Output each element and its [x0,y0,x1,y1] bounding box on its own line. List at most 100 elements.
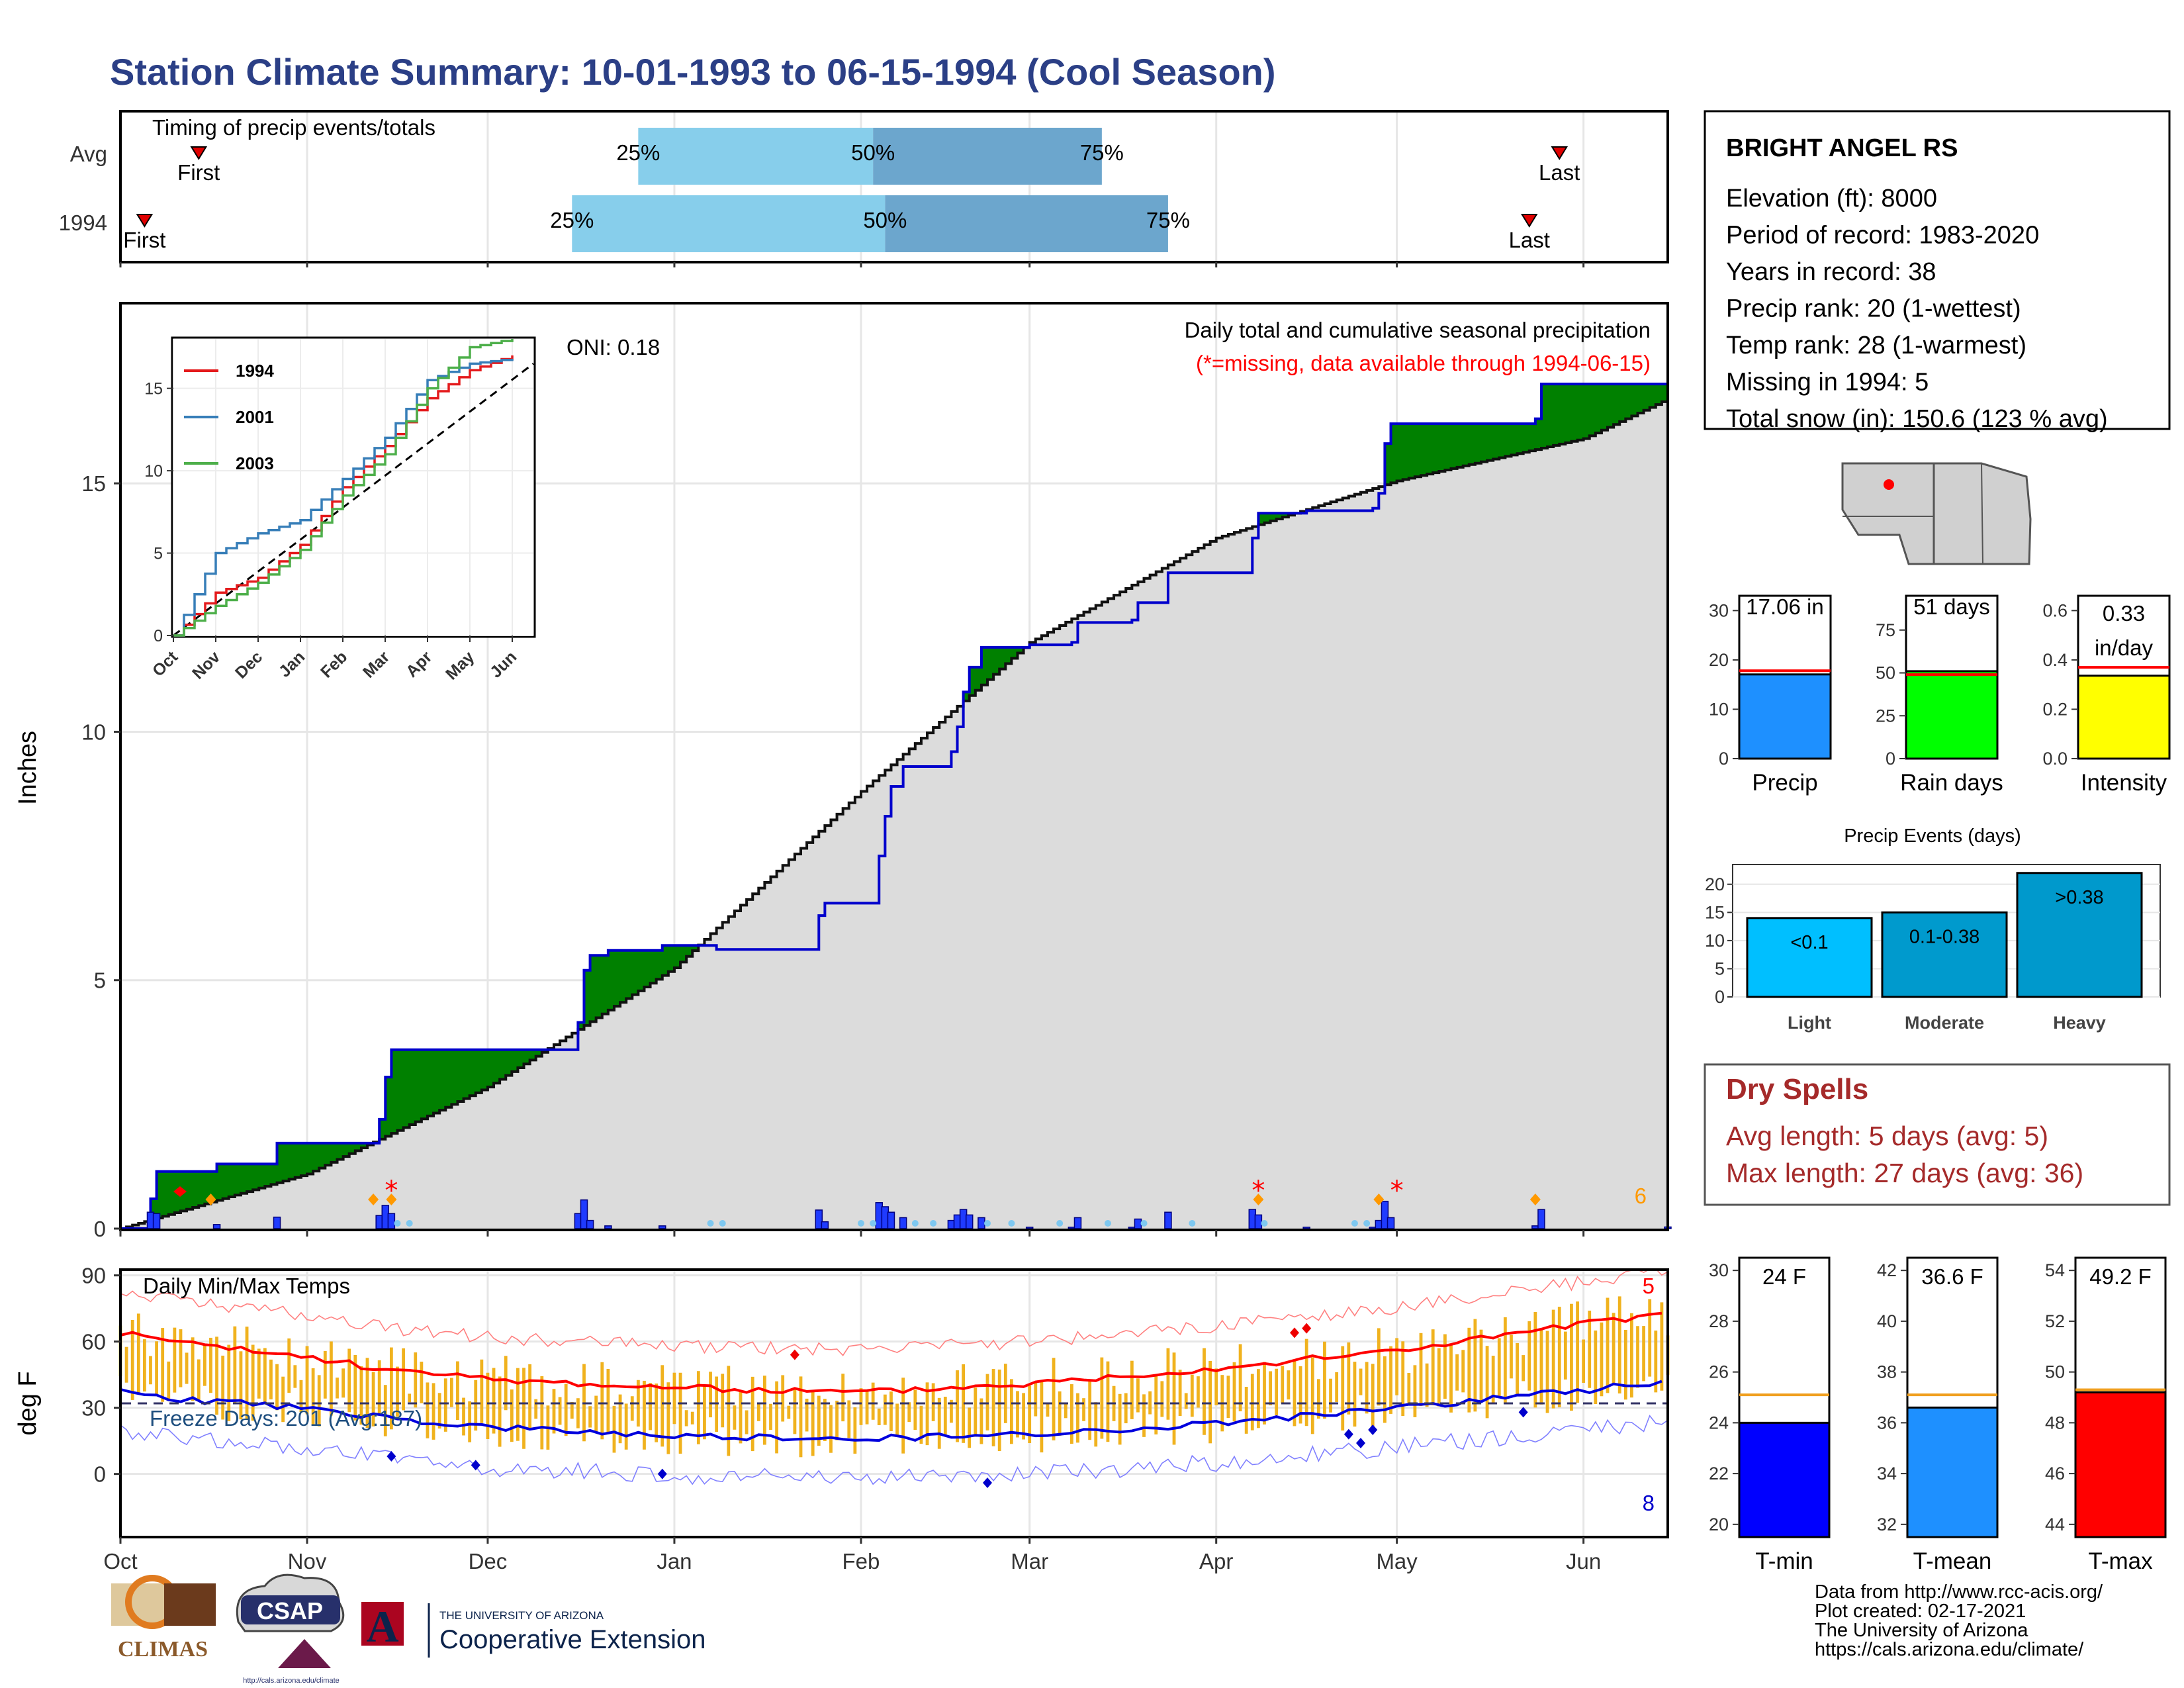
daily-temp-bar [1557,1307,1561,1408]
daily-precip-bar [387,1213,396,1229]
daily-temp-bar [1166,1348,1170,1420]
precip-anomaly-fill [1439,424,1446,472]
footer-credits: Data from http://www.rcc-acis.org/Plot c… [1815,1581,2103,1660]
station-info-line: Precip rank: 20 (1-wettest) [1726,295,2021,323]
precip-anomaly-fill [1655,384,1662,405]
summary-bar-label: Precip [1752,770,1817,796]
precip-anomaly-fill [1270,513,1277,521]
precip-anomaly-fill [397,1049,404,1131]
daily-temp-bar [323,1350,327,1399]
daily-temp-bar [1437,1348,1441,1407]
daily-temp-bar [299,1380,303,1413]
inset-xtick-label: Apr [402,647,435,680]
precip-anomaly-fill [162,1171,169,1217]
daily-temp-bar [443,1378,447,1432]
temp-data [118,1268,1670,1488]
precip-ytick-label: 15 [81,471,106,496]
record-low-marker [471,1460,480,1471]
daily-temp-bar [1389,1346,1392,1414]
precip-anomaly-fill [506,1049,513,1076]
precip-anomaly-fill [325,1143,332,1166]
daily-precip-bar [1164,1211,1172,1229]
snow-event-marker [1373,1194,1385,1205]
daily-temp-bar [1443,1334,1447,1399]
daily-temp-bar [811,1389,815,1456]
daily-temp-bar [1244,1387,1248,1434]
temp-bar-ytick-label: 22 [1709,1464,1729,1483]
daily-temp-bar [649,1383,652,1430]
daily-temp-bar [991,1369,995,1446]
summary-ytick-label: 75 [1876,620,1895,640]
inset-xtick-label: Feb [317,647,351,681]
daily-temp-bar [871,1382,875,1420]
daily-precip-bar [899,1217,907,1229]
precip-anomaly-fill [343,1143,350,1157]
daily-temp-bar [660,1365,664,1447]
snow-event-marker [368,1194,379,1205]
precip-anomaly-fill [1469,424,1476,465]
record-high-marker [790,1349,799,1360]
month-label: Jun [1566,1549,1601,1573]
precip-anomaly-fill [590,955,597,1022]
daily-temp-bar [799,1376,803,1458]
precip-anomaly-fill [680,945,687,962]
daily-temp-bar [552,1389,556,1434]
daily-temp-bar [233,1326,237,1404]
daily-temp-bar [185,1352,189,1384]
daily-temp-bar [1371,1364,1375,1427]
summary-ytick-label: 0.6 [2042,600,2068,620]
daily-temp-bar [775,1381,779,1454]
inset-series-2001 [173,358,514,637]
daily-temp-bar [462,1397,465,1436]
daily-temp-bar [414,1352,418,1408]
precip-anomaly-fill [150,1198,158,1220]
timing-rows: 25% 50% 75% First Last 25% 50% 75% First Last [123,128,1580,252]
daily-temp-bar [1612,1313,1615,1385]
min-temp-average-line [120,1380,1662,1442]
precip-anomaly-fill [469,1049,477,1096]
precip-anomaly-fill [349,1143,356,1154]
precip-anomaly-fill [193,1171,200,1208]
temp-bar-ytick-label: 50 [2045,1362,2065,1382]
daily-temp-bar [576,1398,580,1429]
daily-temp-bar [191,1337,195,1401]
daily-temp-bar [420,1362,424,1403]
average-cumulative-area [120,399,1668,1229]
daily-temp-bar [895,1403,899,1436]
daily-temp-bar [1570,1303,1573,1411]
daily-temp-bar [396,1366,399,1417]
footer-line: Plot created: 02-17-2021 [1815,1601,2026,1622]
daily-temp-bar [173,1327,177,1393]
daily-temp-bar [769,1403,772,1430]
daily-temp-bar [1130,1360,1134,1419]
daily-temp-bar [1377,1328,1381,1406]
events-ytick-label: 5 [1715,959,1725,978]
events-bar-light [1746,917,1873,998]
temp-ytick-label: 60 [81,1330,106,1354]
daily-temp-bar [1522,1355,1525,1382]
daily-temp-bar [1022,1393,1025,1440]
inset-legend: 1994 2001 2003 [184,361,274,473]
daily-temp-bar [1455,1354,1459,1391]
summary-ytick-label: 50 [1876,663,1895,683]
dry-spells-box: Dry Spells Avg length: 5 days (avg: 5) M… [1704,1063,2171,1206]
station-info-line: Years in record: 38 [1726,258,1936,286]
daily-temp-bar [1016,1391,1019,1438]
temp-bar-t-mean [1906,1406,1999,1538]
temp-bar-label: T-min [1755,1548,1813,1574]
temp-bar-ytick-label: 20 [1709,1515,1729,1534]
temp-bar-ytick-label: 52 [2045,1311,2065,1331]
observed-cumulative-line [120,381,1669,1230]
events-bar-label: Light [1788,1013,1831,1033]
precip-anomaly-fill [307,1143,314,1174]
daily-temp-bar [943,1396,947,1435]
precip-anomaly-fill [1011,647,1019,659]
daily-temp-bar [588,1406,592,1428]
inset-average-line [173,363,534,637]
daily-temp-bar [1298,1366,1302,1424]
daily-temp-bar [1203,1348,1206,1435]
precip-anomaly-fill [403,1049,410,1128]
oni-label: ONI: 0.18 [567,335,660,359]
daily-precip-bar [965,1214,974,1229]
ua-logo-big: Cooperative Extension [439,1625,705,1654]
